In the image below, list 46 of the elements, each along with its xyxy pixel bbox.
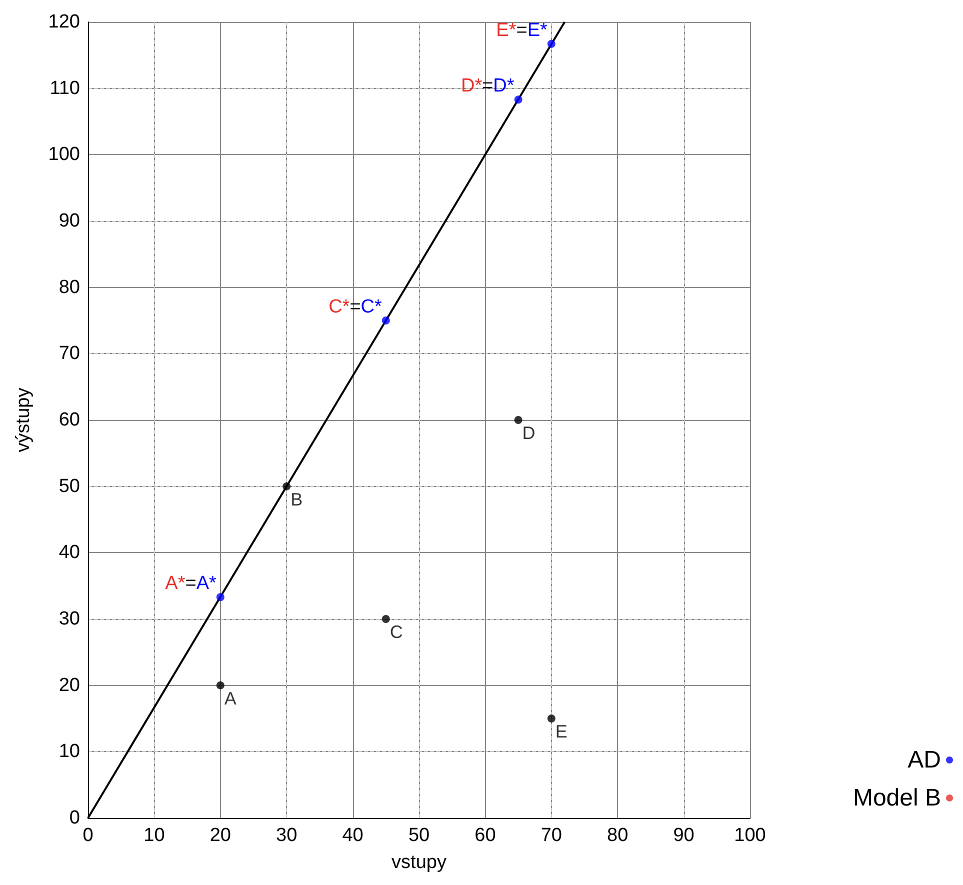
x-tick-label: 50 bbox=[408, 825, 430, 846]
y-axis-title: výstupy bbox=[13, 387, 34, 452]
y-tick-label: 110 bbox=[50, 78, 80, 99]
x-tick-label: 90 bbox=[673, 825, 694, 846]
point bbox=[547, 714, 556, 722]
y-tick-label: 10 bbox=[58, 741, 80, 762]
y-tick-label: 0 bbox=[69, 808, 80, 828]
x-tick-label: 10 bbox=[144, 825, 165, 846]
point bbox=[514, 416, 522, 424]
y-tick-label: 40 bbox=[58, 542, 80, 564]
x-tick-label: 60 bbox=[474, 825, 496, 846]
point bbox=[282, 482, 291, 490]
x-axis-title: vstupy bbox=[392, 852, 447, 873]
x-tick-label: 80 bbox=[607, 825, 628, 846]
point bbox=[216, 681, 224, 690]
y-tick-label: 80 bbox=[58, 276, 80, 298]
x-tick-label: 70 bbox=[540, 825, 562, 846]
point bbox=[382, 615, 390, 623]
y-tick-label: 30 bbox=[58, 608, 80, 630]
point bbox=[514, 96, 522, 104]
data-label: A bbox=[224, 688, 236, 708]
y-tick-label: 50 bbox=[58, 476, 80, 497]
annotation: A*=A* bbox=[165, 573, 218, 594]
x-tick-label: 20 bbox=[210, 825, 231, 846]
y-tick-label: 100 bbox=[48, 144, 80, 166]
legend-label: Model B bbox=[852, 784, 941, 812]
legend-label: AD bbox=[908, 746, 941, 774]
y-tick-label: 20 bbox=[58, 674, 80, 696]
annotation: D*=D* bbox=[460, 76, 515, 97]
data-label: D bbox=[522, 423, 536, 443]
data-label: E bbox=[555, 722, 568, 742]
data-label: B bbox=[290, 489, 303, 510]
y-tick-label: 70 bbox=[58, 343, 80, 364]
y-tick-label: 60 bbox=[58, 410, 80, 430]
data-label: C bbox=[390, 622, 403, 642]
x-tick-label: 40 bbox=[342, 825, 364, 846]
point bbox=[382, 316, 390, 324]
point bbox=[547, 40, 556, 48]
annotation: E*=E* bbox=[496, 20, 548, 41]
y-tick-label: 90 bbox=[58, 210, 80, 232]
point bbox=[216, 593, 224, 602]
x-tick-label: 30 bbox=[276, 825, 298, 846]
y-tick-label: 120 bbox=[48, 12, 80, 32]
annotation: C*=C* bbox=[328, 296, 383, 318]
x-tick-label: 0 bbox=[82, 825, 94, 846]
x-tick-label: 100 bbox=[734, 825, 766, 846]
